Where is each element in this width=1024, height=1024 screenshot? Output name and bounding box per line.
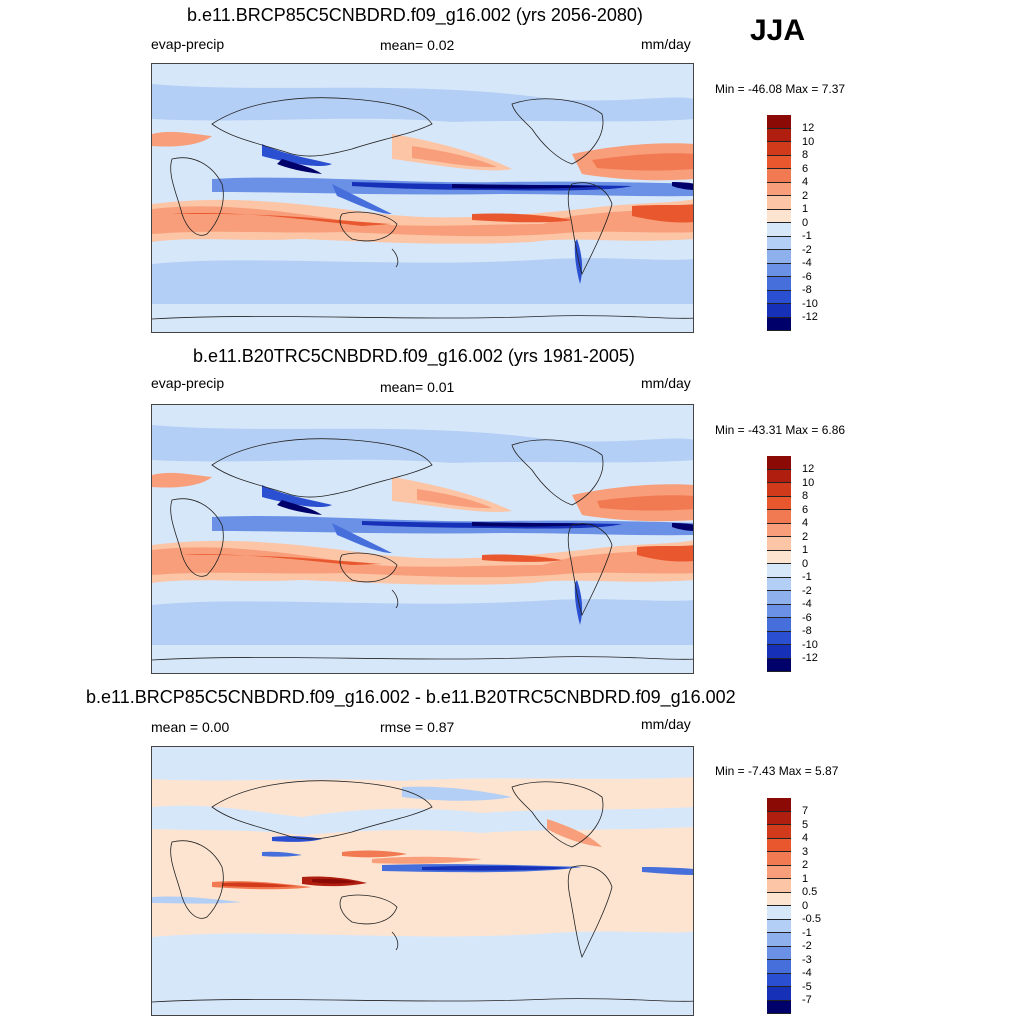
colorbar-tick: -8	[802, 625, 812, 637]
colorbar-tick: -10	[802, 298, 818, 310]
panel-3-title: b.e11.BRCP85C5CNBDRD.f09_g16.002 - b.e11…	[86, 687, 736, 707]
colorbar-tick: -6	[802, 271, 812, 283]
panel-2-minmax-label: Min = -43.31 Max = 6.86	[715, 423, 846, 437]
colorbar-tick: -4	[802, 257, 812, 269]
panel-1-variable-label: evap-precip	[151, 36, 225, 52]
panel-1-colorbar	[767, 115, 791, 331]
colorbar-tick: -12	[802, 652, 818, 664]
panel-1-title: b.e11.BRCP85C5CNBDRD.f09_g16.002 (yrs 20…	[187, 5, 643, 25]
panel-2-variable-label: evap-precip	[151, 375, 225, 391]
colorbar-tick: -4	[802, 598, 812, 610]
colorbar-tick: 0	[802, 558, 809, 570]
panel-2-units-label: mm/day	[641, 375, 691, 391]
panel-3-units-label: mm/day	[641, 716, 691, 732]
colorbar-tick: 1	[802, 203, 809, 215]
colorbar-tick: 4	[802, 176, 809, 188]
colorbar-tick: 3	[802, 846, 809, 858]
panel-1-mean-label: mean= 0.02	[380, 37, 455, 53]
colorbar-tick: 8	[802, 149, 809, 161]
colorbar-tick: -2	[802, 244, 812, 256]
panel-2-title: b.e11.B20TRC5CNBDRD.f09_g16.002 (yrs 198…	[193, 346, 635, 366]
colorbar-tick: 10	[802, 136, 815, 148]
colorbar-tick: -2	[802, 585, 812, 597]
colorbar-tick: 12	[802, 122, 815, 134]
colorbar-tick: 8	[802, 490, 809, 502]
panel-3-colorbar	[767, 798, 791, 1014]
colorbar-tick: -3	[802, 954, 812, 966]
colorbar-tick: 0	[802, 217, 809, 229]
panel-2-colorbar	[767, 456, 791, 672]
colorbar-tick: -0.5	[802, 913, 821, 925]
colorbar-tick: -1	[802, 927, 812, 939]
panel-3-map	[151, 746, 694, 1016]
colorbar-tick: 2	[802, 190, 809, 202]
colorbar-tick: 5	[802, 819, 809, 831]
panel-3-rmse-label: rmse = 0.87	[380, 719, 455, 735]
panel-2-mean-label: mean= 0.01	[380, 379, 455, 395]
colorbar-tick: -10	[802, 639, 818, 651]
colorbar-tick: 7	[802, 805, 809, 817]
colorbar-tick: 2	[802, 531, 809, 543]
colorbar-tick: -6	[802, 612, 812, 624]
panel-1-minmax-label: Min = -46.08 Max = 7.37	[715, 82, 846, 96]
colorbar-tick: 10	[802, 477, 815, 489]
colorbar-tick: 6	[802, 163, 809, 175]
colorbar-tick: -2	[802, 940, 812, 952]
panel-3-minmax-label: Min = -7.43 Max = 5.87	[715, 764, 839, 778]
panel-1-units-label: mm/day	[641, 36, 691, 52]
panel-1-map	[151, 63, 694, 333]
colorbar-tick: -5	[802, 981, 812, 993]
colorbar-tick: -8	[802, 284, 812, 296]
colorbar-tick: 0	[802, 900, 809, 912]
colorbar-tick: 4	[802, 517, 809, 529]
panel-3-mean-label: mean = 0.00	[151, 719, 230, 735]
colorbar-tick: 6	[802, 504, 809, 516]
colorbar-tick: 12	[802, 463, 815, 475]
colorbar-tick: 2	[802, 859, 809, 871]
panel-2-map	[151, 404, 694, 674]
colorbar-tick: -1	[802, 230, 812, 242]
colorbar-tick: -1	[802, 571, 812, 583]
colorbar-tick: -4	[802, 967, 812, 979]
season-label: JJA	[750, 14, 806, 47]
colorbar-tick: -12	[802, 311, 818, 323]
colorbar-tick: -7	[802, 994, 812, 1006]
colorbar-tick: 1	[802, 873, 809, 885]
colorbar-tick: 0.5	[802, 886, 818, 898]
colorbar-tick: 4	[802, 832, 809, 844]
colorbar-tick: 1	[802, 544, 809, 556]
